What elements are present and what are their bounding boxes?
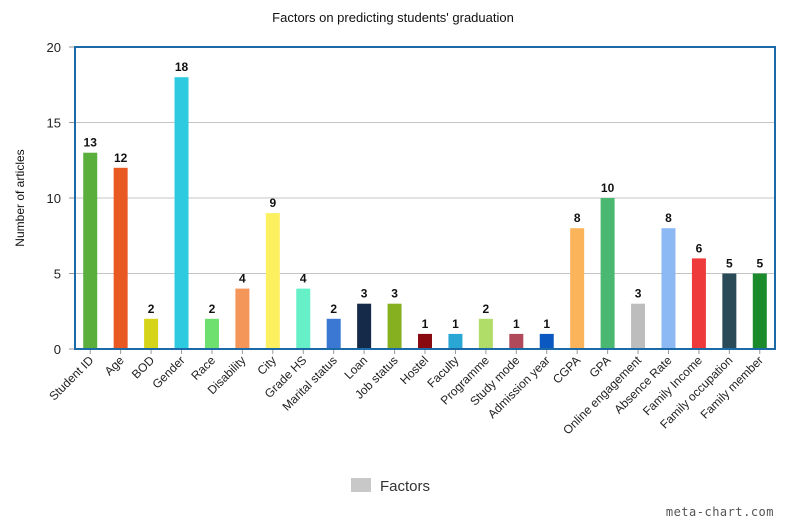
data-label: 8 (665, 211, 672, 225)
bar[interactable] (661, 228, 676, 349)
data-label: 5 (756, 257, 763, 271)
bar[interactable] (357, 303, 372, 349)
x-tick-label: City (254, 353, 279, 378)
data-label: 10 (601, 181, 615, 195)
data-label: 9 (269, 196, 276, 210)
legend[interactable]: Factors (351, 478, 430, 495)
bar[interactable] (509, 333, 524, 349)
y-tick-label: 10 (47, 191, 61, 206)
y-axis-label: Number of articles (13, 149, 27, 246)
data-label: 5 (726, 257, 733, 271)
bar[interactable] (600, 198, 615, 349)
bar[interactable] (265, 213, 280, 349)
bar[interactable] (631, 303, 646, 349)
bar[interactable] (539, 333, 554, 349)
data-label: 13 (84, 136, 98, 150)
x-tick-label: CGPA (550, 353, 583, 386)
bar[interactable] (752, 273, 767, 350)
bar[interactable] (235, 288, 250, 349)
data-label: 4 (300, 272, 307, 286)
data-label: 1 (452, 317, 459, 331)
data-label: 2 (330, 302, 337, 316)
data-label: 2 (148, 302, 155, 316)
bar[interactable] (204, 318, 219, 349)
bar[interactable] (478, 318, 493, 349)
data-label: 3 (635, 287, 642, 301)
bar[interactable] (387, 303, 402, 349)
data-label: 2 (209, 302, 216, 316)
data-label: 3 (361, 287, 368, 301)
bar[interactable] (570, 228, 585, 349)
bar[interactable] (113, 167, 128, 349)
y-tick-label: 5 (54, 267, 61, 282)
bar[interactable] (722, 273, 737, 350)
data-label: 12 (114, 151, 128, 165)
y-tick-label: 15 (47, 116, 61, 131)
gridlines (69, 46, 775, 350)
bar[interactable] (691, 258, 706, 349)
x-tick-label: Student ID (46, 353, 96, 403)
bar[interactable] (326, 318, 341, 349)
x-tick-label: GPA (587, 353, 614, 380)
bars (83, 77, 767, 349)
data-label: 1 (513, 317, 520, 331)
bar[interactable] (144, 318, 159, 349)
y-tick-label: 20 (47, 40, 61, 55)
x-tick-label: Gender (149, 353, 187, 391)
data-label: 1 (543, 317, 550, 331)
legend-label[interactable]: Factors (380, 478, 430, 495)
y-axis-ticks: 0 5 10 15 20 (47, 40, 61, 357)
data-label: 1 (422, 317, 429, 331)
data-label: 18 (175, 60, 189, 74)
x-tick-label: Age (102, 353, 127, 378)
data-label: 3 (391, 287, 398, 301)
credit-watermark: meta-chart.com (665, 505, 774, 519)
bar[interactable] (83, 152, 98, 349)
data-label: 2 (483, 302, 490, 316)
data-label: 4 (239, 272, 246, 286)
data-label: 6 (696, 241, 703, 255)
legend-swatch[interactable] (351, 478, 371, 492)
y-tick-label: 0 (54, 342, 61, 357)
bar[interactable] (418, 333, 432, 349)
bar[interactable] (448, 333, 463, 349)
chart-title: Factors on predicting students' graduati… (272, 10, 514, 25)
data-label: 8 (574, 211, 581, 225)
bar[interactable] (296, 288, 311, 349)
bar[interactable] (174, 77, 189, 349)
plot-frame (74, 46, 776, 350)
